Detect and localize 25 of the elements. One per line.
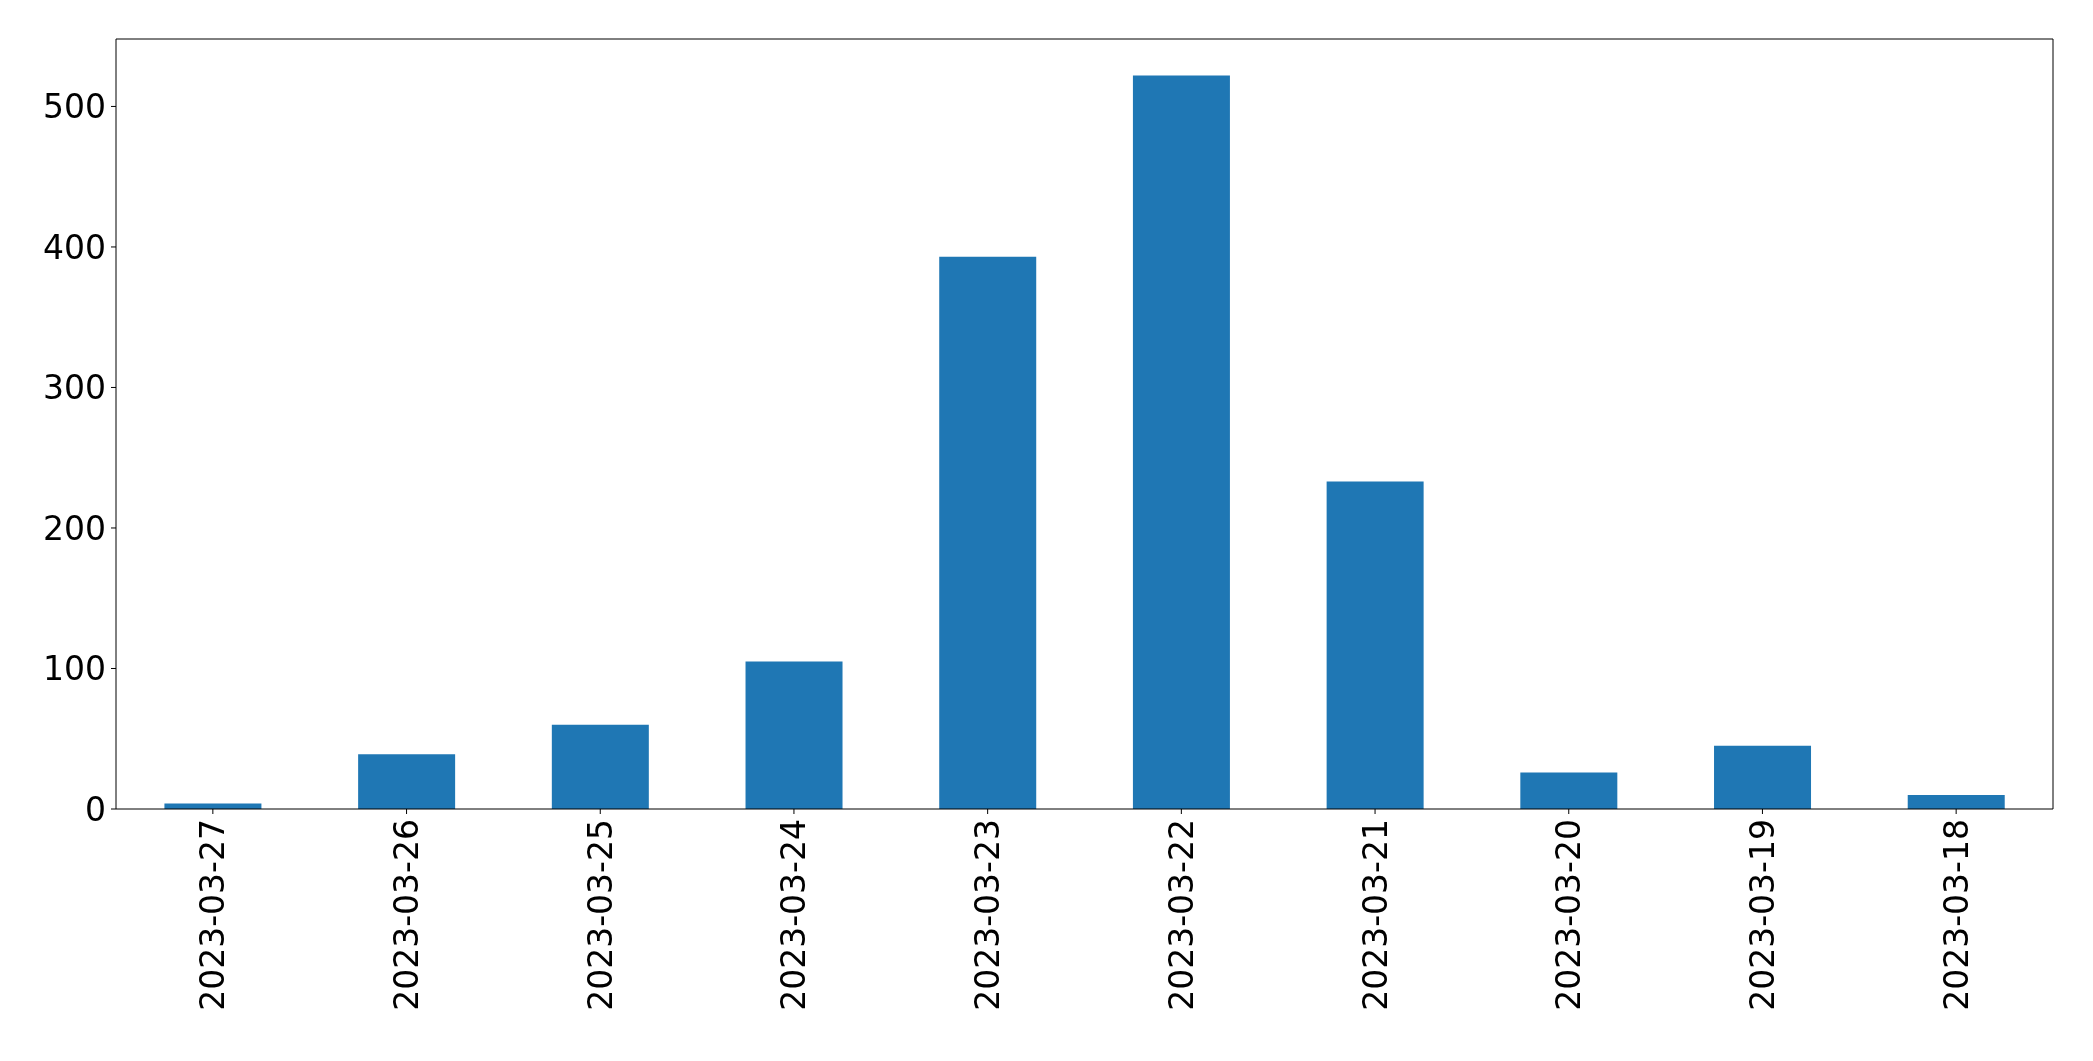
y-tick-label: 200 bbox=[43, 508, 106, 548]
x-tick-label: 2023-03-26 bbox=[387, 819, 427, 1011]
x-tick-label: 2023-03-21 bbox=[1355, 819, 1395, 1011]
x-tick-label: 2023-03-24 bbox=[774, 819, 814, 1011]
bar bbox=[745, 661, 843, 809]
x-tick-label: 2023-03-23 bbox=[968, 819, 1008, 1011]
x-tick-label: 2023-03-18 bbox=[1936, 819, 1976, 1011]
y-tick-label: 300 bbox=[43, 368, 106, 408]
y-tick-label: 100 bbox=[43, 649, 106, 689]
bar bbox=[939, 256, 1037, 809]
bar bbox=[1326, 481, 1424, 809]
x-tick-label: 2023-03-22 bbox=[1161, 819, 1201, 1011]
x-tick-label: 2023-03-19 bbox=[1743, 819, 1782, 1011]
y-tick-label: 0 bbox=[85, 789, 106, 829]
bar bbox=[1132, 75, 1230, 809]
x-tick-label: 2023-03-27 bbox=[193, 819, 233, 1011]
bar bbox=[1520, 772, 1618, 809]
x-tick-label: 2023-03-25 bbox=[580, 819, 620, 1011]
bar bbox=[1907, 794, 2005, 809]
x-tick-label: 2023-03-20 bbox=[1549, 819, 1589, 1011]
bar bbox=[551, 724, 649, 809]
bar bbox=[1714, 745, 1812, 809]
y-tick-label: 500 bbox=[43, 87, 106, 127]
y-tick-label: 400 bbox=[43, 227, 106, 267]
bar bbox=[358, 754, 456, 809]
